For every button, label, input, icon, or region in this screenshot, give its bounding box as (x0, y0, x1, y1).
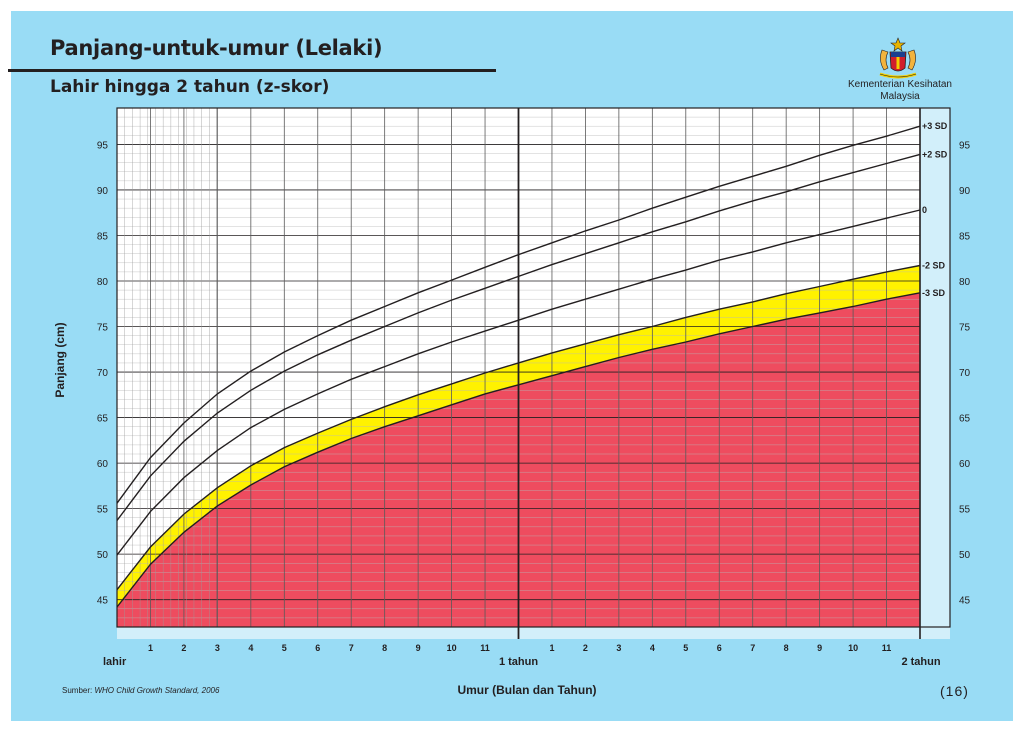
x-tick-label-year: 2 tahun (901, 656, 940, 668)
zscore-bands (117, 108, 950, 639)
y-tick-label-right: 85 (959, 231, 971, 242)
x-tick-label-month: 4 (248, 643, 253, 653)
x-axis-title: Umur (Bulan dan Tahun) (457, 683, 596, 697)
page-subtitle: Lahir hingga 2 tahun (z-skor) (50, 77, 330, 97)
curve-0 (116, 209, 921, 556)
curve-2-SD (116, 153, 921, 521)
plot-border (116, 107, 951, 628)
x-tick-label-year: lahir (103, 656, 127, 668)
x-tick-label-month: 10 (848, 643, 858, 653)
y-tick-label-right: 95 (959, 140, 971, 151)
x-tick-label-month: 4 (650, 643, 655, 653)
ministry-line-2: Malaysia (880, 91, 920, 102)
zscore-curves: +3 SD +2 SD 0 -2 SD -3 SD (116, 121, 948, 608)
ministry-line-1: Kementerian Kesihatan (848, 79, 952, 90)
y-tick-label-right: 75 (959, 323, 971, 334)
band-minus2-minus3 (117, 265, 920, 607)
title-underline (8, 69, 496, 72)
x-tick-label-month: 8 (784, 643, 789, 653)
curve-label: 0 (922, 205, 927, 215)
x-tick-label-month: 3 (215, 643, 220, 653)
curve-label: +2 SD (922, 149, 948, 159)
x-tick-label-month: 11 (882, 643, 892, 653)
malaysia-coat-of-arms-icon (879, 37, 917, 79)
y-tick-label-left: 85 (97, 231, 109, 242)
x-tick-label-month: 9 (416, 643, 421, 653)
x-tick-label-month: 9 (817, 643, 822, 653)
y-tick-label-right: 60 (959, 459, 971, 470)
page-number: (16) (940, 683, 969, 699)
curve-3-SD (116, 292, 921, 608)
x-tick-label-year: 1 tahun (499, 656, 538, 668)
y-tick-label-left: 65 (97, 414, 109, 425)
chart-grid (117, 107, 920, 639)
x-tick-label-month: 7 (349, 643, 354, 653)
y-tick-label-right: 65 (959, 414, 971, 425)
x-tick-label-month: 2 (181, 643, 186, 653)
x-tick-label-month: 1 (148, 643, 153, 653)
y-tick-label-right: 55 (959, 505, 971, 516)
y-tick-label-right: 45 (959, 596, 971, 607)
x-tick-label-month: 5 (683, 643, 688, 653)
y-tick-label-right: 70 (959, 368, 971, 379)
y-tick-label-left: 55 (97, 505, 109, 516)
y-tick-label-left: 95 (97, 140, 109, 151)
y-tick-label-left: 80 (97, 277, 109, 288)
curve-label: -3 SD (922, 288, 946, 298)
x-tick-label-month: 6 (717, 643, 722, 653)
curve-2-SD (116, 264, 921, 591)
x-tick-label-month: 2 (583, 643, 588, 653)
y-tick-label-right: 90 (959, 186, 971, 197)
y-tick-label-left: 60 (97, 459, 109, 470)
y-tick-label-left: 45 (97, 596, 109, 607)
curve-label: -2 SD (922, 261, 946, 271)
page-title: Panjang-untuk-umur (Lelaki) (50, 36, 383, 60)
x-tick-label-month: 11 (480, 643, 490, 653)
y-tick-label-left: 75 (97, 323, 109, 334)
y-axis-title: Panjang (cm) (53, 322, 67, 397)
plot-frame (116, 107, 951, 639)
x-tick-label-month: 5 (282, 643, 287, 653)
y-tick-label-left: 90 (97, 186, 109, 197)
y-tick-label-left: 70 (97, 368, 109, 379)
right-margin-band (920, 108, 950, 627)
x-axis-strip (117, 627, 950, 639)
x-tick-label-month: 1 (549, 643, 554, 653)
x-tick-label-month: 6 (315, 643, 320, 653)
ministry-name: Kementerian Kesihatan Malaysia (830, 79, 970, 103)
source-label: Sumber: (62, 686, 93, 695)
y-tick-label-right: 50 (959, 550, 971, 561)
x-tick-label-month: 3 (616, 643, 621, 653)
x-tick-label-month: 8 (382, 643, 387, 653)
curve-label: +3 SD (922, 121, 948, 131)
source-note: Sumber: WHO Child Growth Standard, 2006 (62, 686, 219, 695)
y-tick-label-right: 80 (959, 277, 971, 288)
source-text: WHO Child Growth Standard, 2006 (94, 686, 220, 695)
curve-3-SD (116, 125, 921, 504)
x-tick-label-month: 10 (447, 643, 457, 653)
y-tick-label-left: 50 (97, 550, 109, 561)
x-tick-label-month: 7 (750, 643, 755, 653)
